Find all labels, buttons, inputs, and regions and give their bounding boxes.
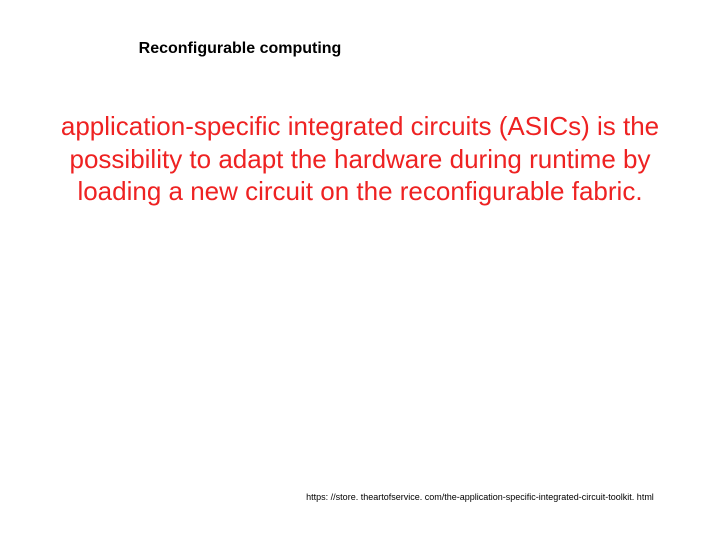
slide-title: Reconfigurable computing <box>139 40 342 57</box>
slide-footer-container: https: //store. theartofservice. com/the… <box>0 487 720 505</box>
slide-body-container: application-specific integrated circuits… <box>55 110 665 208</box>
slide-body-text: application-specific integrated circuits… <box>61 111 659 206</box>
slide-title-container: Reconfigurable computing <box>0 40 720 58</box>
slide-footer-url: https: //store. theartofservice. com/the… <box>306 492 654 502</box>
